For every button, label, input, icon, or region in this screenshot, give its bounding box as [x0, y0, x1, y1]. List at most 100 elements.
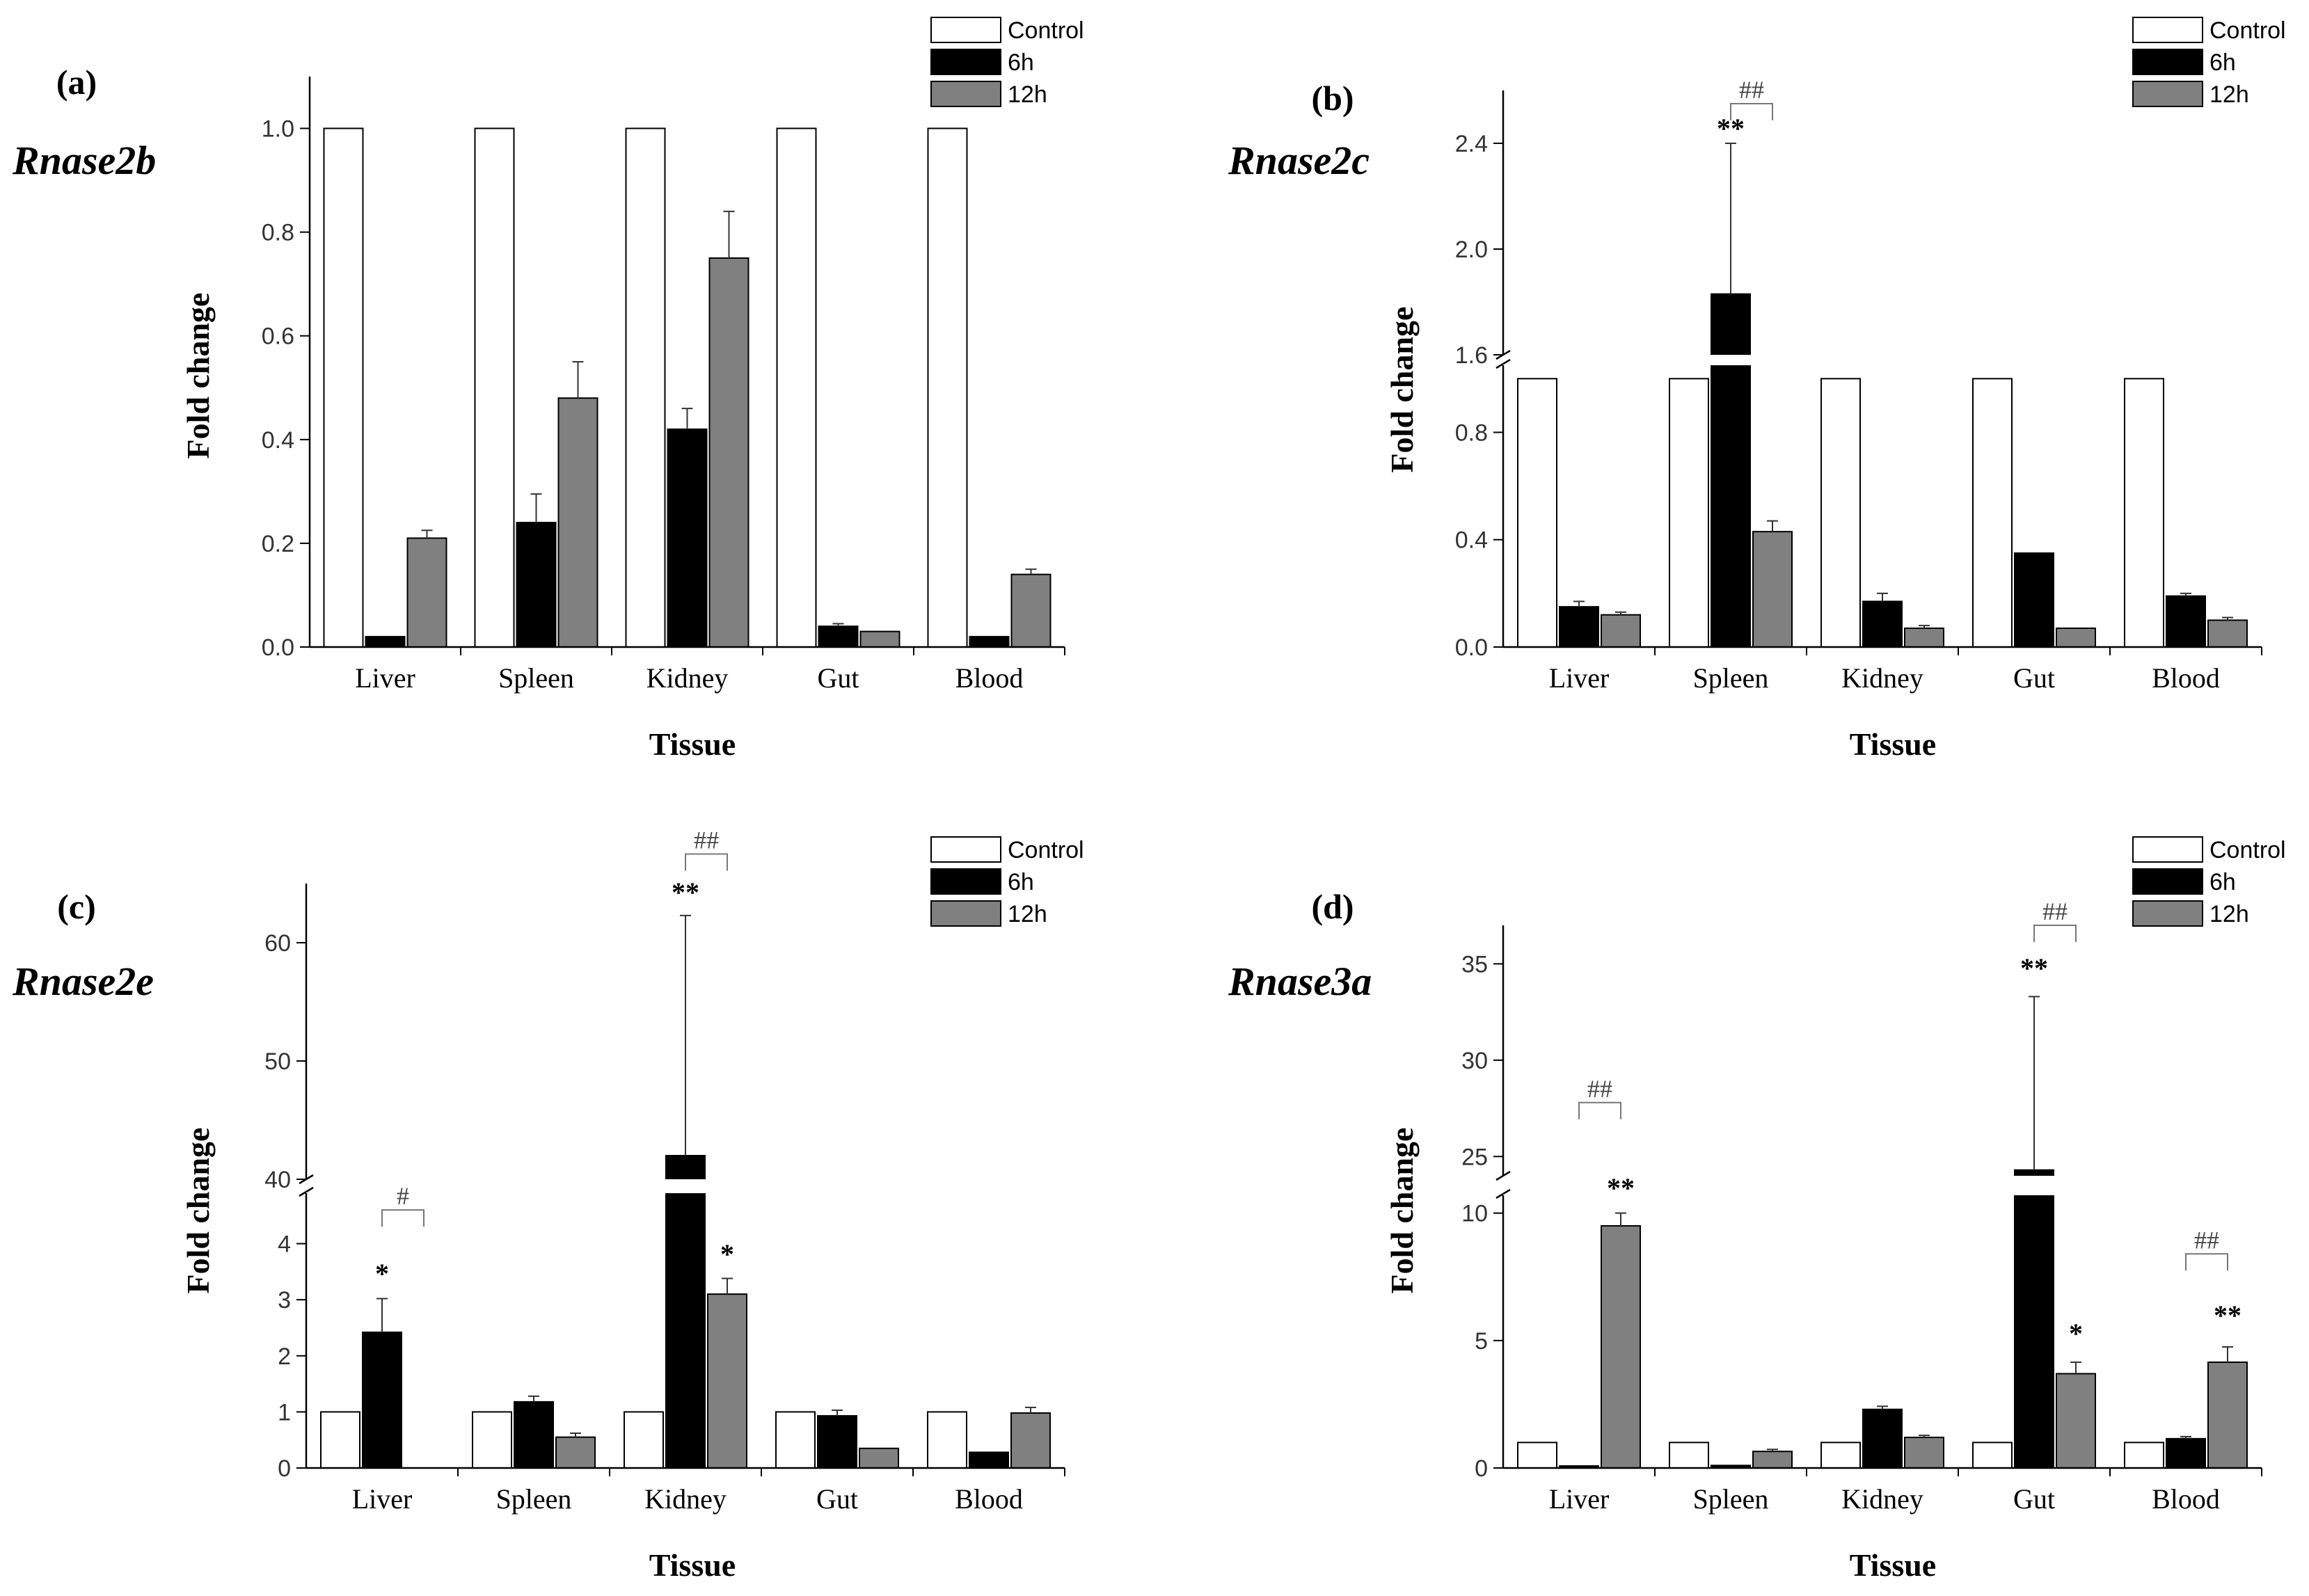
legend-label-12h: 12h: [2209, 81, 2249, 108]
bar-gut-control: [1972, 1442, 2013, 1469]
chart-panel-rnase2b: 0.0 0.2 0.4 0.6 0.8 1.0 Liver Spleen Kidney Gut Bl…: [12, 17, 1084, 762]
x-tick-label-liver: Liver: [1549, 662, 1610, 694]
x-tick-label-kidney: Kidney: [1841, 662, 1923, 694]
y-tick-label: 4: [278, 1231, 291, 1258]
bar-gut-12h: [2056, 1373, 2096, 1469]
x-tick-label-blood: Blood: [955, 662, 1024, 694]
bar-blood-control: [2124, 1442, 2164, 1469]
bar-kidney-control: [625, 127, 666, 648]
y-tick-label: 0.8: [262, 220, 294, 246]
legend-label-12h: 12h: [2209, 901, 2249, 927]
bar-gut-12h: [859, 630, 900, 648]
legend-swatch-12h: [930, 900, 1001, 927]
panel-label: (d): [1311, 887, 1354, 926]
y-tick-label: 2.4: [1455, 131, 1488, 157]
significance-star: **: [672, 877, 699, 908]
legend-swatch-control: [2132, 836, 2203, 863]
y-tick-label: 0: [278, 1455, 291, 1482]
y-tick-label: 10: [1461, 1201, 1488, 1227]
x-tick-label-spleen: Spleen: [496, 1483, 572, 1515]
panel-label: (b): [1311, 79, 1354, 118]
axis-break-mark: [1495, 1188, 1511, 1199]
y-tick-label: 0.4: [262, 427, 294, 454]
significance-bracket: [685, 853, 728, 871]
panel-label: (a): [56, 63, 97, 102]
chart-panel-rnase3a: 0 5 10 25 30 35 Liver Spleen Kidney Gut Blood Tissu…: [1228, 836, 2286, 1583]
x-tick-label-kidney: Kidney: [644, 1483, 727, 1515]
y-tick-label: 30: [1461, 1048, 1488, 1074]
bar-liver-12h: [1601, 1224, 1641, 1469]
bar-gut-12h: [859, 1447, 899, 1469]
bar-liver-6h: [365, 636, 406, 648]
x-tick-label-blood: Blood: [955, 1483, 1023, 1515]
x-axis-title: Tissue: [1850, 726, 1936, 762]
bar-kidney-12h: [1904, 1437, 1944, 1469]
bar-spleen-control: [1669, 1442, 1709, 1469]
y-tick-label: 5: [1475, 1328, 1488, 1355]
significance-star: *: [2069, 1318, 2083, 1349]
bar-kidney-control: [1820, 1442, 1861, 1469]
bar-spleen-12h: [555, 1436, 596, 1469]
legend: Control 6h 12h: [930, 836, 1084, 927]
bar-blood-control: [927, 127, 968, 648]
legend-swatch-6h: [2132, 49, 2203, 75]
bar-gut-6h: [2014, 552, 2054, 648]
significance-bracket: [2033, 925, 2077, 942]
y-tick-label: 1: [278, 1399, 291, 1426]
x-tick-label-gut: Gut: [2013, 662, 2055, 694]
y-tick-label: 2.0: [1455, 237, 1488, 263]
significance-star: **: [1607, 1172, 1635, 1204]
bar-spleen-control: [1669, 378, 1709, 648]
axis-break-mark: [1495, 1170, 1511, 1181]
significance-hash: ##: [1587, 1075, 1612, 1103]
chart-panel-rnase2e: 0 1 2 3 4 40 50 60 Liver Spleen Kidney Gut Blood Tiss…: [12, 827, 1084, 1583]
bar-kidney-6h: [667, 428, 708, 648]
bar-blood-6h: [2166, 1437, 2206, 1469]
bar-liver-12h: [406, 537, 447, 648]
legend: Control 6h 12h: [2132, 836, 2286, 927]
y-tick-label: 1.0: [262, 116, 294, 143]
y-tick-label: 35: [1461, 951, 1488, 977]
legend-label-control: Control: [2209, 17, 2286, 44]
bar-spleen-12h: [1752, 531, 1793, 648]
significance-hash: #: [397, 1182, 409, 1210]
significance-star: **: [2214, 1300, 2241, 1331]
significance-bracket: [1730, 103, 1773, 120]
legend-label-12h: 12h: [1008, 81, 1047, 108]
significance-hash: ##: [1739, 76, 1764, 104]
y-axis-title: Fold change: [1384, 307, 1420, 473]
significance-star: *: [375, 1258, 389, 1289]
legend-label-control: Control: [2209, 837, 2286, 863]
bar-liver-control: [323, 127, 364, 648]
significance-bracket: [1578, 1101, 1621, 1119]
bar-break-gap: [665, 1179, 706, 1193]
bar-kidney-6h: [1862, 600, 1903, 648]
bar-liver-control: [1517, 1442, 1557, 1469]
gene-title: Rnase2c: [1228, 138, 1370, 183]
legend-swatch-12h: [2132, 81, 2203, 107]
legend-label-control: Control: [1008, 837, 1084, 863]
x-tick-label-spleen: Spleen: [1693, 1483, 1769, 1515]
bar-blood-12h: [2207, 1361, 2248, 1469]
x-tick-label-liver: Liver: [352, 1483, 413, 1515]
y-axis-title: Fold change: [1384, 1128, 1420, 1294]
y-tick-label: 0.8: [1455, 420, 1488, 446]
significance-bracket: [2185, 1253, 2228, 1271]
bar-liver-6h: [1559, 606, 1599, 648]
x-tick-label-blood: Blood: [2152, 1483, 2220, 1515]
bar-spleen-control: [472, 1411, 512, 1469]
bar-gut-12h: [2056, 628, 2096, 648]
y-tick-label: 0.0: [1455, 635, 1488, 661]
gene-title: Rnase2b: [12, 138, 156, 183]
x-tick-label-liver: Liver: [1549, 1483, 1610, 1515]
x-axis-title: Tissue: [649, 726, 736, 762]
significance-hash: ##: [2194, 1226, 2219, 1254]
x-tick-label-spleen: Spleen: [498, 662, 574, 694]
bar-liver-control: [1517, 378, 1557, 648]
significance-star: **: [2020, 952, 2048, 984]
y-axis-title: Fold change: [180, 1128, 216, 1294]
bar-blood-6h: [2166, 595, 2206, 648]
x-tick-label-kidney: Kidney: [1841, 1483, 1923, 1515]
bar-spleen-6h: [1711, 293, 1751, 648]
